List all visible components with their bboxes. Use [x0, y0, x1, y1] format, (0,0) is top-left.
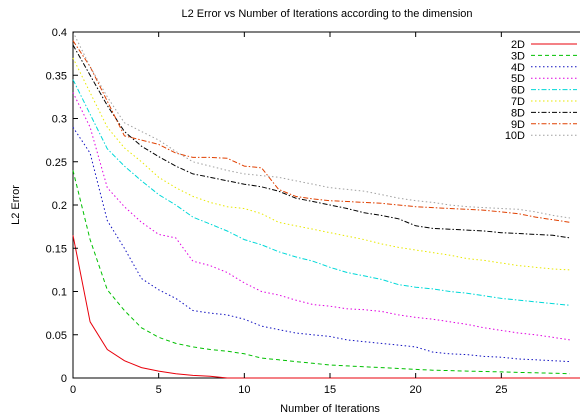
y-tick-label: 0.4 [52, 27, 67, 39]
series-line-5d [72, 92, 570, 341]
series-line-9d [72, 40, 570, 223]
y-tick-label: 0.15 [46, 243, 67, 255]
legend-label-8d: 8D [511, 107, 525, 119]
y-axis: 0 0.05 0.1 0.15 0.2 0.25 0.3 0.35 0.4 [46, 27, 78, 385]
chart-title: L2 Error vs Number of Iterations accordi… [181, 8, 472, 20]
x-axis-label: Number of Iterations [280, 403, 380, 415]
series-line-8d [72, 44, 570, 239]
legend-label-7d: 7D [511, 96, 525, 108]
legend-label-9d: 9D [511, 119, 525, 131]
series-line-6d [72, 79, 570, 306]
legend-label-6d: 6D [511, 85, 525, 97]
legend-label-3d: 3D [511, 50, 525, 62]
legend-label-2d: 2D [511, 39, 525, 51]
x-tick-label: 5 [156, 384, 162, 396]
plot-area: 0 0.05 0.1 0.15 0.2 0.25 0.3 0.35 0.4 0 5 10 15 20 25… [46, 27, 580, 396]
x-tick-label: 15 [324, 384, 336, 396]
y-tick-label: 0.05 [46, 330, 67, 342]
x-tick-label: 0 [70, 384, 76, 396]
legend-label-5d: 5D [511, 73, 525, 85]
series-line-7d [72, 57, 570, 271]
series-line-2d [72, 235, 580, 379]
y-tick-label: 0.25 [46, 157, 67, 169]
series-line-4d [72, 126, 570, 363]
y-axis-label: L2 Error [10, 185, 22, 225]
series-line-10d [72, 31, 570, 219]
legend-label-4d: 4D [511, 62, 525, 74]
y-tick-label: 0.3 [52, 114, 67, 126]
series-line-3d [72, 170, 570, 375]
series-layer [72, 31, 580, 379]
y-tick-label: 0.1 [52, 287, 67, 299]
y-tick-label: 0.2 [52, 200, 67, 212]
x-tick-label: 20 [410, 384, 422, 396]
plot-frame [72, 31, 580, 379]
y-tick-label: 0 [61, 373, 67, 385]
x-axis: 05101520253 [70, 32, 507, 396]
legend-label-10d: 10D [505, 130, 525, 142]
x-tick-label: 25 [495, 384, 507, 396]
x-tick-label: 10 [238, 384, 250, 396]
y-tick-label: 0.35 [46, 70, 67, 82]
